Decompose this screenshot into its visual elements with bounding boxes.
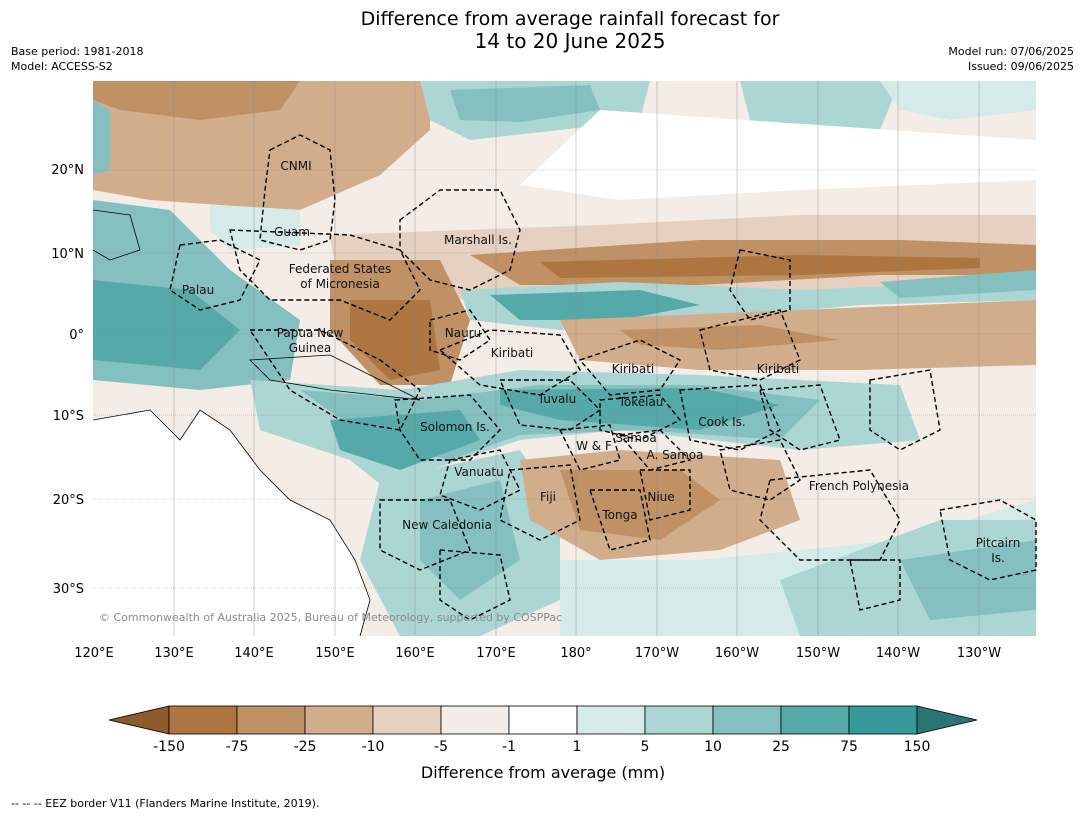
lon-label: 140°W (876, 646, 920, 661)
label-american-samoa: A. Samoa (647, 448, 704, 462)
label-solomon-islands: Solomon Is. (420, 420, 490, 434)
lon-label: 170°W (635, 646, 679, 661)
colorbar-swatch (848, 705, 918, 735)
label-kiribati-east: Kiribati (757, 362, 799, 376)
lat-label: 10°S (53, 409, 84, 424)
label-marshall: Marshall Is. (444, 233, 512, 247)
colorbar-swatch (440, 705, 510, 735)
colorbar-tick: -25 (294, 739, 317, 755)
label-samoa: Samoa (615, 431, 656, 445)
colorbar-swatch (576, 705, 646, 735)
colorbar-swatch (236, 705, 306, 735)
lat-label: 30°S (53, 582, 84, 597)
eez-footnote: -- -- -- EEZ border V11 (Flanders Marine… (11, 797, 320, 810)
label-fsm-2: of Micronesia (300, 277, 380, 291)
label-kiribati-west: Kiribati (491, 346, 533, 360)
lon-label: 150°E (315, 646, 355, 661)
rainfall-anomaly-field (93, 81, 1036, 636)
colorbar-low-extend (108, 705, 170, 735)
issued-date: Issued: 09/06/2025 (967, 60, 1074, 73)
latitude-labels: 20°N 10°N 0° 10°S 20°S 30°S (51, 163, 84, 597)
label-vanuatu: Vanuatu (454, 465, 504, 479)
label-palau: Palau (182, 283, 214, 297)
meta-right: Model run: 07/06/2025 Issued: 09/06/2025 (948, 44, 1074, 74)
label-nauru: Nauru (445, 326, 481, 340)
colorbar-tick: 5 (641, 739, 650, 755)
eez-borders (169, 134, 1037, 621)
colorbar-tick: -75 (226, 739, 249, 755)
lat-label: 10°N (51, 247, 84, 262)
lon-label: 120°E (74, 646, 114, 661)
label-guam: Guam (274, 225, 310, 239)
model-run: Model run: 07/06/2025 (948, 45, 1074, 58)
colorbar-high-extend (916, 705, 978, 735)
lon-label: 160°W (715, 646, 759, 661)
lon-label: 150°W (796, 646, 840, 661)
label-wallis-futuna: W & F (576, 439, 612, 453)
lon-label: 170°E (476, 646, 516, 661)
colorbar-swatch (372, 705, 442, 735)
label-fiji: Fiji (540, 490, 556, 504)
colorbar-tick: 150 (904, 739, 931, 755)
lat-label: 20°N (51, 163, 84, 178)
colorbar-swatch (304, 705, 374, 735)
label-fsm-1: Federated States (289, 262, 391, 276)
colorbar-tick: 75 (840, 739, 858, 755)
lon-label: 180° (560, 646, 591, 661)
colorbar-swatch (712, 705, 782, 735)
label-cnmi: CNMI (280, 159, 311, 173)
title-line-2: 14 to 20 June 2025 (474, 29, 666, 53)
place-labels: CNMI Guam Marshall Is. Federated States … (182, 159, 1020, 565)
label-new-caledonia: New Caledonia (402, 518, 492, 532)
colorbar-tick: -150 (153, 739, 185, 755)
label-tokelau: Tokelau (618, 395, 664, 409)
colorbar-swatch (780, 705, 850, 735)
lat-label: 20°S (53, 493, 84, 508)
colorbar-title: Difference from average (mm) (421, 763, 665, 782)
colorbar-swatch (508, 705, 578, 735)
colorbar-tick: 10 (704, 739, 722, 755)
label-pitcairn-2: Is. (991, 551, 1005, 565)
label-png-1: Papua New (277, 326, 344, 340)
model-name: Model: ACCESS-S2 (11, 60, 113, 73)
label-niue: Niue (647, 490, 674, 504)
meta-left: Base period: 1981-2018 Model: ACCESS-S2 (11, 44, 143, 74)
lon-label: 130°E (154, 646, 194, 661)
colorbar: -150 -75 -25 -10 -5 -1 1 5 10 25 75 150 … (108, 705, 978, 782)
label-pitcairn-1: Pitcairn (976, 536, 1021, 550)
map-title: Difference from average rainfall forecas… (0, 8, 1085, 52)
colorbar-tick: 1 (573, 739, 582, 755)
label-tonga: Tonga (601, 508, 637, 522)
colorbar-tick: -1 (502, 739, 516, 755)
label-french-polynesia: French Polynesia (809, 479, 909, 493)
title-line-1: Difference from average rainfall forecas… (360, 8, 780, 30)
lon-label: 160°E (395, 646, 435, 661)
lat-label: 0° (69, 328, 84, 343)
label-cook-islands: Cook Is. (698, 415, 745, 429)
base-period: Base period: 1981-2018 (11, 45, 144, 58)
colorbar-tick: -10 (362, 739, 385, 755)
copyright-notice: © Commonwealth of Australia 2025, Bureau… (99, 611, 562, 624)
lon-label: 130°W (957, 646, 1001, 661)
label-kiribati-central: Kiribati (612, 362, 654, 376)
colorbar-swatch (168, 705, 238, 735)
lon-label: 140°E (234, 646, 274, 661)
longitude-labels: 120°E 130°E 140°E 150°E 160°E 170°E 180°… (74, 646, 1001, 661)
colorbar-swatch (644, 705, 714, 735)
label-tuvalu: Tuvalu (537, 392, 577, 406)
graticule (93, 81, 1036, 636)
colorbar-tick: -5 (434, 739, 448, 755)
colorbar-tick: 25 (772, 739, 790, 755)
label-png-2: Guinea (289, 341, 332, 355)
